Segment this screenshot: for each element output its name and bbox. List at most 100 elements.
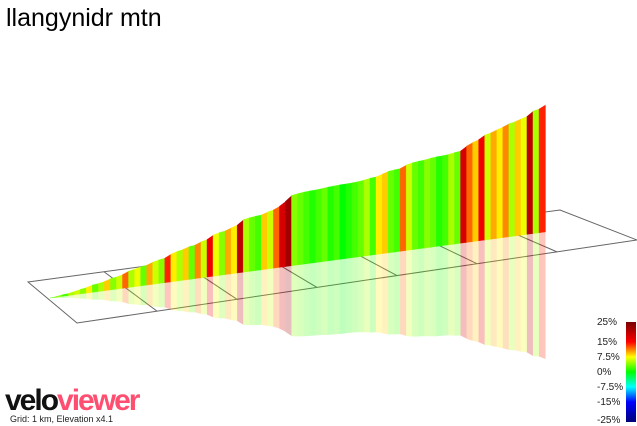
- legend-label: -15%: [597, 397, 621, 408]
- profile-segment: [164, 253, 172, 283]
- profile-segment: [176, 249, 184, 282]
- profile-segment: [514, 118, 522, 237]
- profile-segment: [261, 211, 268, 270]
- profile-segment: [418, 159, 425, 250]
- profile-segment: [297, 191, 305, 266]
- profile-segment: [436, 155, 444, 247]
- profile-segment: [86, 284, 93, 294]
- reflection-segment: [110, 289, 117, 302]
- gradient-color-legend: [626, 322, 636, 422]
- reflection-segment: [243, 271, 250, 326]
- legend-label: 0%: [597, 367, 612, 378]
- profile-segment: [128, 268, 136, 288]
- reflection-segment: [496, 237, 504, 349]
- profile-segment: [73, 289, 81, 295]
- profile-segment: [236, 219, 244, 274]
- reflection-segment: [98, 290, 105, 301]
- reflection-segment: [400, 250, 407, 337]
- reflection-segment: [158, 282, 166, 308]
- profile-segment: [484, 132, 492, 241]
- legend-label: -25%: [597, 415, 621, 426]
- reflection-segment: [502, 236, 510, 350]
- reflection-segment: [508, 236, 516, 351]
- profile-segment: [460, 145, 468, 244]
- profile-segment: [230, 224, 238, 275]
- reflection-segment: [200, 277, 208, 315]
- reflection-segment: [128, 286, 136, 305]
- reflection-segment: [92, 291, 99, 300]
- profile-segment: [218, 230, 226, 276]
- reflection-segment: [182, 279, 190, 313]
- reflection: [50, 232, 546, 359]
- profile-segment: [520, 116, 528, 236]
- reflection-segment: [394, 251, 401, 335]
- reflection-segment: [442, 244, 449, 336]
- reflection-segment: [104, 289, 111, 302]
- reflection-segment: [297, 264, 305, 337]
- reflection-segment: [80, 293, 87, 299]
- reflection-segment: [315, 261, 323, 336]
- reflection-segment: [333, 259, 341, 335]
- reflection-segment: [460, 242, 468, 339]
- reflection-segment: [490, 238, 498, 348]
- reflection-segment: [231, 273, 238, 321]
- reflection-segment: [146, 284, 154, 307]
- reflection-segment: [357, 256, 365, 333]
- grid-note: Grid: 1 km, Elevation x4.1: [10, 414, 114, 424]
- reflection-segment: [412, 248, 419, 337]
- reflection-segment: [140, 285, 148, 306]
- profile-segment: [206, 234, 214, 278]
- profile-segment: [285, 195, 293, 267]
- profile-segment: [224, 227, 232, 275]
- profile-segment: [152, 259, 160, 285]
- profile-segment: [333, 184, 341, 261]
- reflection-segment: [382, 252, 389, 335]
- reflection-segment: [520, 234, 528, 353]
- reflection-segment: [484, 239, 492, 346]
- profile-segment: [375, 173, 383, 255]
- profile-segment: [122, 270, 130, 289]
- profile-segment: [381, 171, 389, 254]
- profile-segment: [345, 182, 353, 259]
- reflection-segment: [206, 276, 214, 318]
- profile-segment: [351, 181, 359, 258]
- chart-title: llangynidr mtn: [6, 4, 162, 32]
- reflection-segment: [472, 240, 480, 343]
- profile-segment: [412, 161, 419, 250]
- profile-segment: [291, 193, 299, 266]
- reflection-segment: [194, 277, 202, 315]
- reflection-segment: [74, 293, 81, 299]
- reflection-segment: [279, 266, 286, 332]
- profile-segment: [406, 162, 413, 251]
- profile-segment: [430, 156, 437, 248]
- reflection-segment: [327, 260, 335, 335]
- profile-segment: [448, 152, 456, 246]
- legend-label: 7.5%: [597, 352, 620, 363]
- profile-segment: [363, 177, 371, 257]
- reflection-segment: [225, 273, 232, 320]
- reflection-segment: [56, 296, 63, 299]
- profile-segment: [502, 123, 510, 238]
- legend-label: -7.5%: [597, 382, 624, 393]
- reflection-segment: [164, 281, 172, 310]
- reflection-segment: [436, 245, 443, 337]
- reflection-segment: [188, 278, 196, 313]
- profile-segment: [194, 241, 202, 279]
- profile-segment: [442, 154, 450, 246]
- profile-segment: [309, 189, 317, 264]
- profile-segment: [327, 185, 335, 262]
- profile-segment: [116, 274, 124, 290]
- profile-segment: [146, 261, 154, 286]
- legend-label: 25%: [597, 317, 618, 328]
- profile-segment: [454, 150, 462, 245]
- profile-segment: [140, 265, 148, 287]
- reflection-segment: [430, 246, 437, 337]
- veloviewer-logo[interactable]: veloviewer: [5, 384, 140, 417]
- reflection-segment: [345, 257, 353, 334]
- reflection-segment: [212, 275, 220, 319]
- reflection-segment: [273, 267, 280, 329]
- reflection-segment: [406, 249, 413, 337]
- reflection-segment: [309, 262, 317, 336]
- profile-segment: [98, 281, 105, 292]
- profile-segment: [424, 158, 431, 249]
